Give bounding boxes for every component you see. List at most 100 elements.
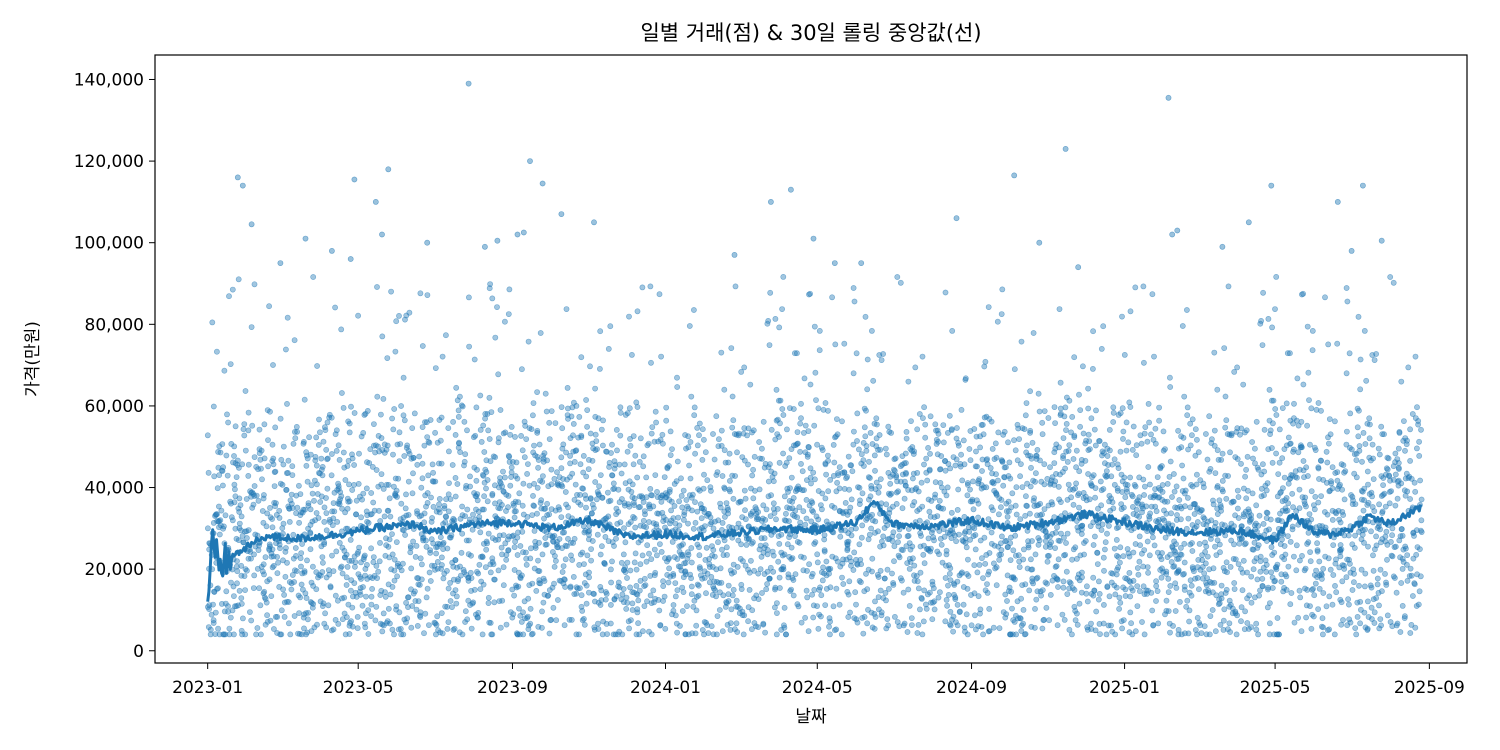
scatter-point (1194, 575, 1201, 581)
scatter-point (401, 616, 408, 623)
scatter-point (1013, 511, 1020, 518)
scatter-point (773, 516, 779, 523)
scatter-point (423, 594, 430, 601)
scatter-point (880, 533, 887, 540)
scatter-point (1264, 510, 1271, 516)
scatter-point (679, 504, 686, 511)
scatter-point (1234, 456, 1241, 462)
scatter-point (1360, 429, 1367, 436)
scatter-point (798, 619, 805, 626)
scatter-point (367, 446, 374, 453)
scatter-point (1044, 558, 1051, 565)
scatter-point (248, 324, 255, 330)
scatter-point (555, 597, 561, 603)
scatter-point (1207, 465, 1214, 472)
scatter-point (844, 473, 850, 480)
scatter-point (216, 531, 223, 538)
scatter-point (972, 532, 979, 538)
scatter-point (1365, 598, 1371, 605)
scatter-point (1413, 551, 1420, 558)
scatter-point (539, 624, 545, 631)
scatter-point (410, 538, 416, 545)
scatter-point (1062, 551, 1069, 558)
scatter-point (1256, 592, 1262, 599)
scatter-point (1334, 469, 1341, 475)
scatter-point (1376, 501, 1382, 508)
scatter-point (1006, 459, 1013, 466)
scatter-point (1370, 455, 1376, 462)
scatter-point (447, 580, 453, 586)
scatter-point (1283, 495, 1290, 501)
scatter-point (674, 374, 680, 381)
scatter-point (278, 456, 285, 463)
scatter-point-outlier (248, 221, 255, 228)
scatter-point (1144, 438, 1151, 445)
scatter-point (856, 446, 862, 453)
scatter-point (497, 407, 504, 413)
scatter-point (544, 457, 550, 464)
scatter-point (233, 474, 240, 480)
scatter-point (1196, 586, 1202, 593)
scatter-point-outlier (858, 260, 865, 266)
scatter-point (567, 583, 574, 590)
scatter-point (1088, 620, 1094, 627)
scatter-point (676, 522, 683, 529)
scatter-point (296, 631, 303, 637)
scatter-point (734, 564, 741, 570)
scatter-point (1099, 521, 1106, 528)
scatter-point (1223, 417, 1230, 424)
scatter-point (319, 559, 326, 566)
scatter-point (1139, 619, 1145, 625)
scatter-point (1093, 608, 1100, 615)
scatter-point (1115, 524, 1122, 531)
scatter-point (434, 613, 441, 620)
scatter-point (320, 600, 327, 607)
scatter-point (884, 566, 891, 573)
scatter-point (851, 428, 857, 435)
scatter-point (1232, 556, 1239, 563)
scatter-point (1378, 622, 1384, 629)
scatter-point (660, 583, 667, 589)
scatter-point (659, 431, 666, 438)
scatter-point (658, 549, 665, 555)
scatter-point (871, 625, 878, 632)
scatter-point (691, 412, 698, 419)
scatter-point (805, 628, 812, 635)
x-tick-label: 2023-05 (323, 678, 394, 698)
scatter-point (1354, 614, 1361, 620)
scatter-point (872, 467, 878, 474)
scatter-point (316, 416, 322, 423)
scatter-point (304, 557, 310, 564)
scatter-point (393, 318, 400, 325)
scatter-point (672, 612, 679, 619)
scatter-point (540, 473, 546, 479)
scatter-point (263, 599, 270, 606)
scatter-point (1061, 617, 1068, 623)
scatter-point (944, 484, 951, 491)
scatter-point (639, 552, 646, 559)
scatter-point (1300, 290, 1306, 297)
scatter-point (1254, 576, 1261, 583)
scatter-point (1140, 283, 1147, 290)
scatter-point (986, 606, 993, 612)
scatter-point (890, 529, 897, 536)
scatter-point (1130, 549, 1137, 556)
scatter-point (259, 568, 266, 575)
scatter-point (788, 474, 795, 481)
scatter-point (1194, 519, 1201, 525)
scatter-point (232, 423, 239, 430)
scatter-point (433, 550, 439, 557)
scatter-point (556, 506, 563, 513)
scatter-point (1106, 523, 1112, 529)
scatter-point (631, 495, 638, 502)
scatter-point (290, 531, 297, 538)
y-tick-label: 60,000 (85, 397, 144, 417)
scatter-point (1167, 384, 1174, 390)
scatter-point (257, 631, 264, 638)
scatter-point (1294, 375, 1301, 382)
scatter-point (721, 447, 728, 454)
scatter-point (438, 414, 445, 421)
scatter-point (300, 438, 307, 445)
scatter-point (332, 592, 339, 599)
scatter-point (485, 427, 492, 434)
